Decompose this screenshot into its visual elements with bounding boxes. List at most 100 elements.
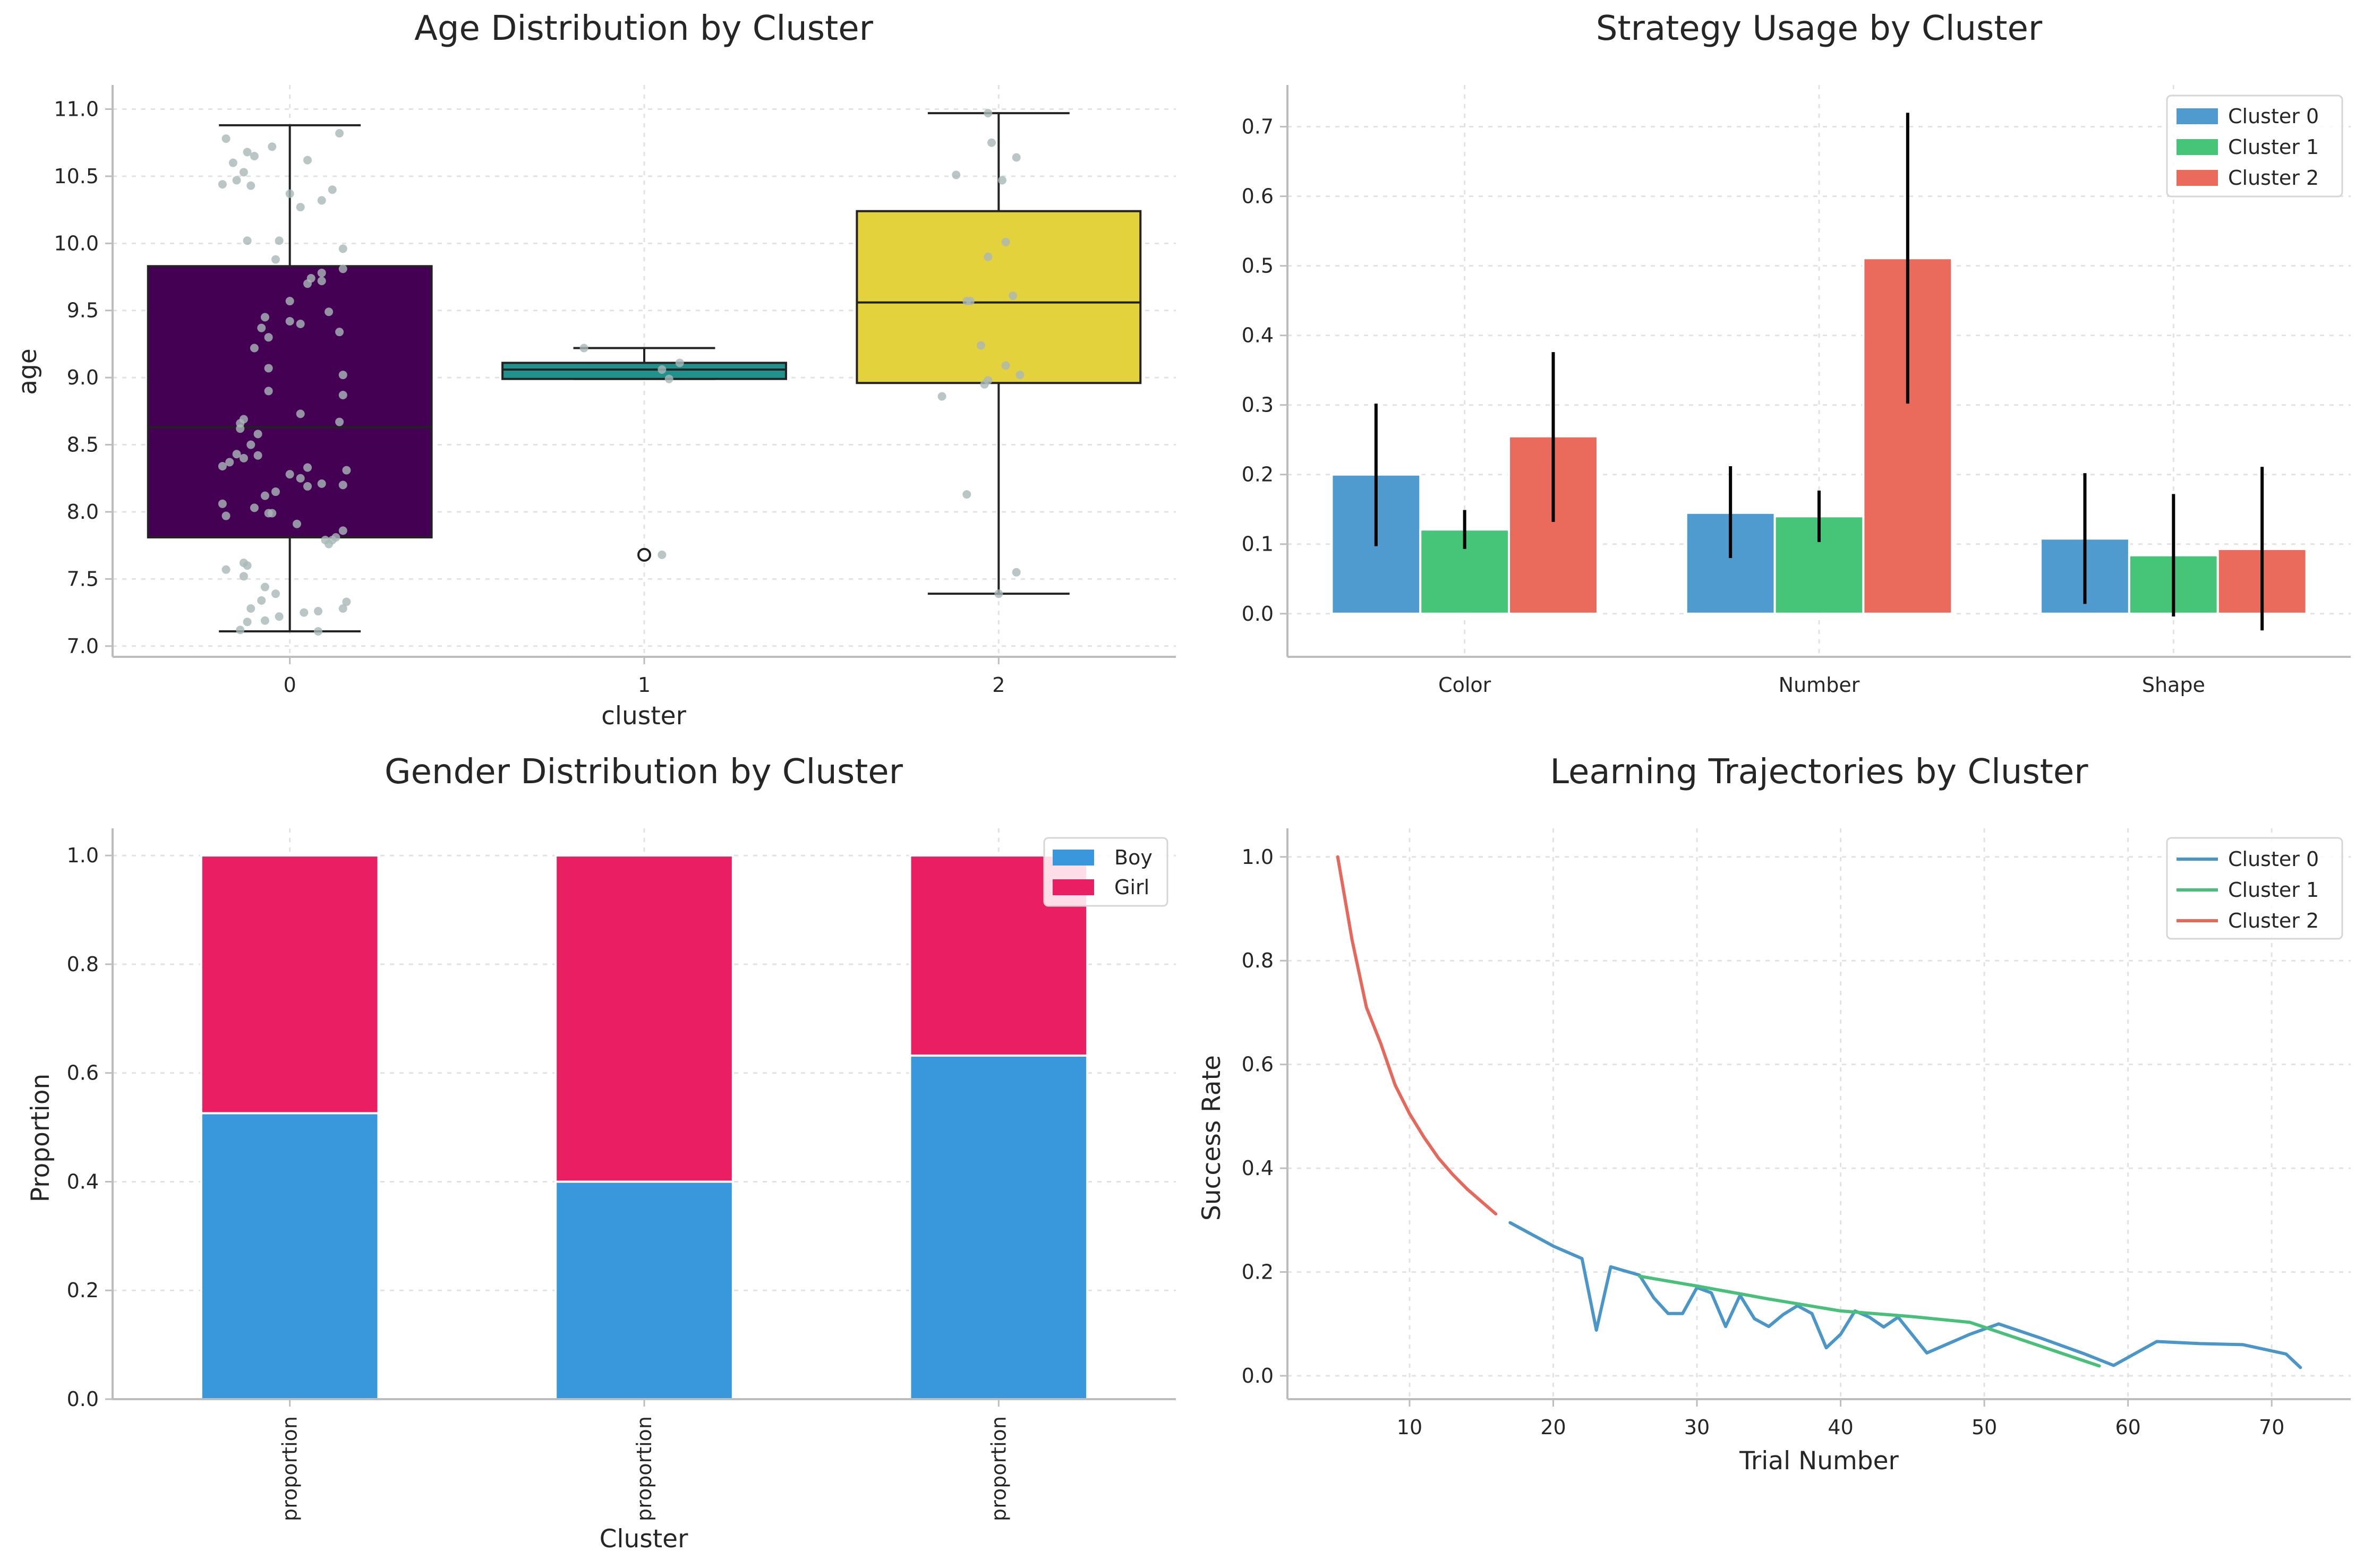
data-point xyxy=(335,417,344,426)
strip-points xyxy=(218,109,1025,636)
data-point xyxy=(243,148,252,157)
data-point xyxy=(285,297,294,306)
data-point xyxy=(225,458,234,467)
x-tick-label: 40 xyxy=(1828,1416,1853,1439)
y-tick-label: 0.2 xyxy=(1242,463,1274,486)
data-point xyxy=(314,627,323,636)
data-point xyxy=(338,481,347,490)
data-point xyxy=(338,391,347,400)
data-point xyxy=(1001,361,1010,370)
data-point xyxy=(260,313,269,322)
data-point xyxy=(338,604,347,613)
data-point xyxy=(335,328,344,337)
data-point xyxy=(296,409,305,418)
data-point xyxy=(962,490,971,499)
data-point xyxy=(264,333,273,342)
data-point xyxy=(221,134,231,143)
bars xyxy=(1330,257,2308,615)
data-point xyxy=(243,236,252,245)
legend-swatch xyxy=(2177,170,2218,186)
x-axis-label: cluster xyxy=(601,701,687,731)
legend-swatch xyxy=(2177,139,2218,155)
y-tick-label: 0.3 xyxy=(1242,393,1274,417)
data-point xyxy=(221,511,231,520)
strategy-usage-panel: Strategy Usage by Cluster 0.00.10.20.30.… xyxy=(1242,9,2351,697)
y-tick-label: 0.4 xyxy=(67,1170,99,1193)
data-point xyxy=(243,561,252,570)
data-point xyxy=(976,341,985,350)
y-tick-label: 0.0 xyxy=(1242,1364,1274,1387)
series-lines xyxy=(1336,855,2302,1369)
data-point xyxy=(264,387,273,396)
legend-label: Girl xyxy=(1114,876,1149,899)
data-point xyxy=(218,499,227,508)
data-point xyxy=(317,277,326,286)
iqr-box xyxy=(147,265,433,538)
x-tick-label: 10 xyxy=(1397,1416,1422,1439)
data-point xyxy=(243,618,252,627)
data-point xyxy=(239,168,248,177)
data-point xyxy=(303,463,312,472)
y-tick-label: 0.0 xyxy=(1242,602,1274,626)
x-tick-label: Number xyxy=(1779,673,1860,697)
data-point xyxy=(260,582,269,592)
data-point xyxy=(338,264,347,273)
y-tick-label: 0.1 xyxy=(1242,533,1274,556)
data-point xyxy=(328,185,337,194)
data-point xyxy=(296,203,305,212)
data-point xyxy=(253,430,262,439)
data-point xyxy=(658,550,667,559)
data-point xyxy=(293,519,302,528)
y-tick-label: 10.5 xyxy=(54,165,99,188)
data-point xyxy=(675,358,684,367)
data-point xyxy=(268,509,277,518)
age-distribution-panel: Age Distribution by Cluster 7.0 7.5 8.0 8.5… xyxy=(13,9,1176,731)
legend-label: Cluster 1 xyxy=(2228,135,2319,159)
panel-title: Gender Distribution by Cluster xyxy=(385,752,903,792)
data-point xyxy=(579,344,588,353)
data-point xyxy=(232,176,241,185)
x-tick-label: 20 xyxy=(1540,1416,1566,1439)
data-point xyxy=(658,365,667,374)
data-point xyxy=(335,129,344,138)
data-point xyxy=(250,151,259,160)
data-point xyxy=(338,526,347,535)
y-tick-label: 1.0 xyxy=(1242,845,1274,869)
data-point xyxy=(325,539,334,549)
data-point xyxy=(980,380,989,389)
data-point xyxy=(937,392,946,401)
data-point xyxy=(257,323,266,332)
data-point xyxy=(246,604,255,613)
legend: Cluster 0 Cluster 1 Cluster 2 xyxy=(2166,95,2343,198)
data-point xyxy=(271,487,280,496)
legend-label: Boy xyxy=(1114,846,1153,869)
y-tick-label: 8.0 xyxy=(67,500,99,524)
x-axis-label: Trial Number xyxy=(1739,1446,1899,1476)
stacked-bar-segment xyxy=(909,1054,1089,1400)
x-tick-label: 50 xyxy=(1972,1416,1997,1439)
outlier-marker xyxy=(637,547,651,562)
series-line-cluster-2 xyxy=(1336,855,1498,1216)
y-tick-label: 0.2 xyxy=(1242,1261,1274,1284)
y-tick-label: 0.6 xyxy=(1242,185,1274,208)
series-line-cluster-0 xyxy=(1508,1221,2302,1369)
data-point xyxy=(296,474,305,483)
data-point xyxy=(257,596,266,605)
x-tick-label: Color xyxy=(1438,673,1491,697)
x-tick-label: 60 xyxy=(2115,1416,2140,1439)
data-point xyxy=(317,196,326,205)
stacked-bar-segment xyxy=(200,854,380,1115)
data-point xyxy=(303,279,312,288)
y-tick-label: 0.4 xyxy=(1242,1156,1274,1180)
data-point xyxy=(239,572,248,581)
data-point xyxy=(285,189,294,198)
data-point xyxy=(246,181,255,190)
y-tick-label: 0.6 xyxy=(67,1061,99,1085)
y-tick-label: 7.5 xyxy=(67,567,99,590)
y-tick-label: 0.7 xyxy=(1242,115,1274,139)
legend-swatch xyxy=(1053,850,1094,866)
stacked-bar-segment xyxy=(200,1112,380,1400)
x-tick-label: 2 xyxy=(992,673,1005,697)
data-point xyxy=(260,491,269,500)
data-point xyxy=(317,479,326,488)
